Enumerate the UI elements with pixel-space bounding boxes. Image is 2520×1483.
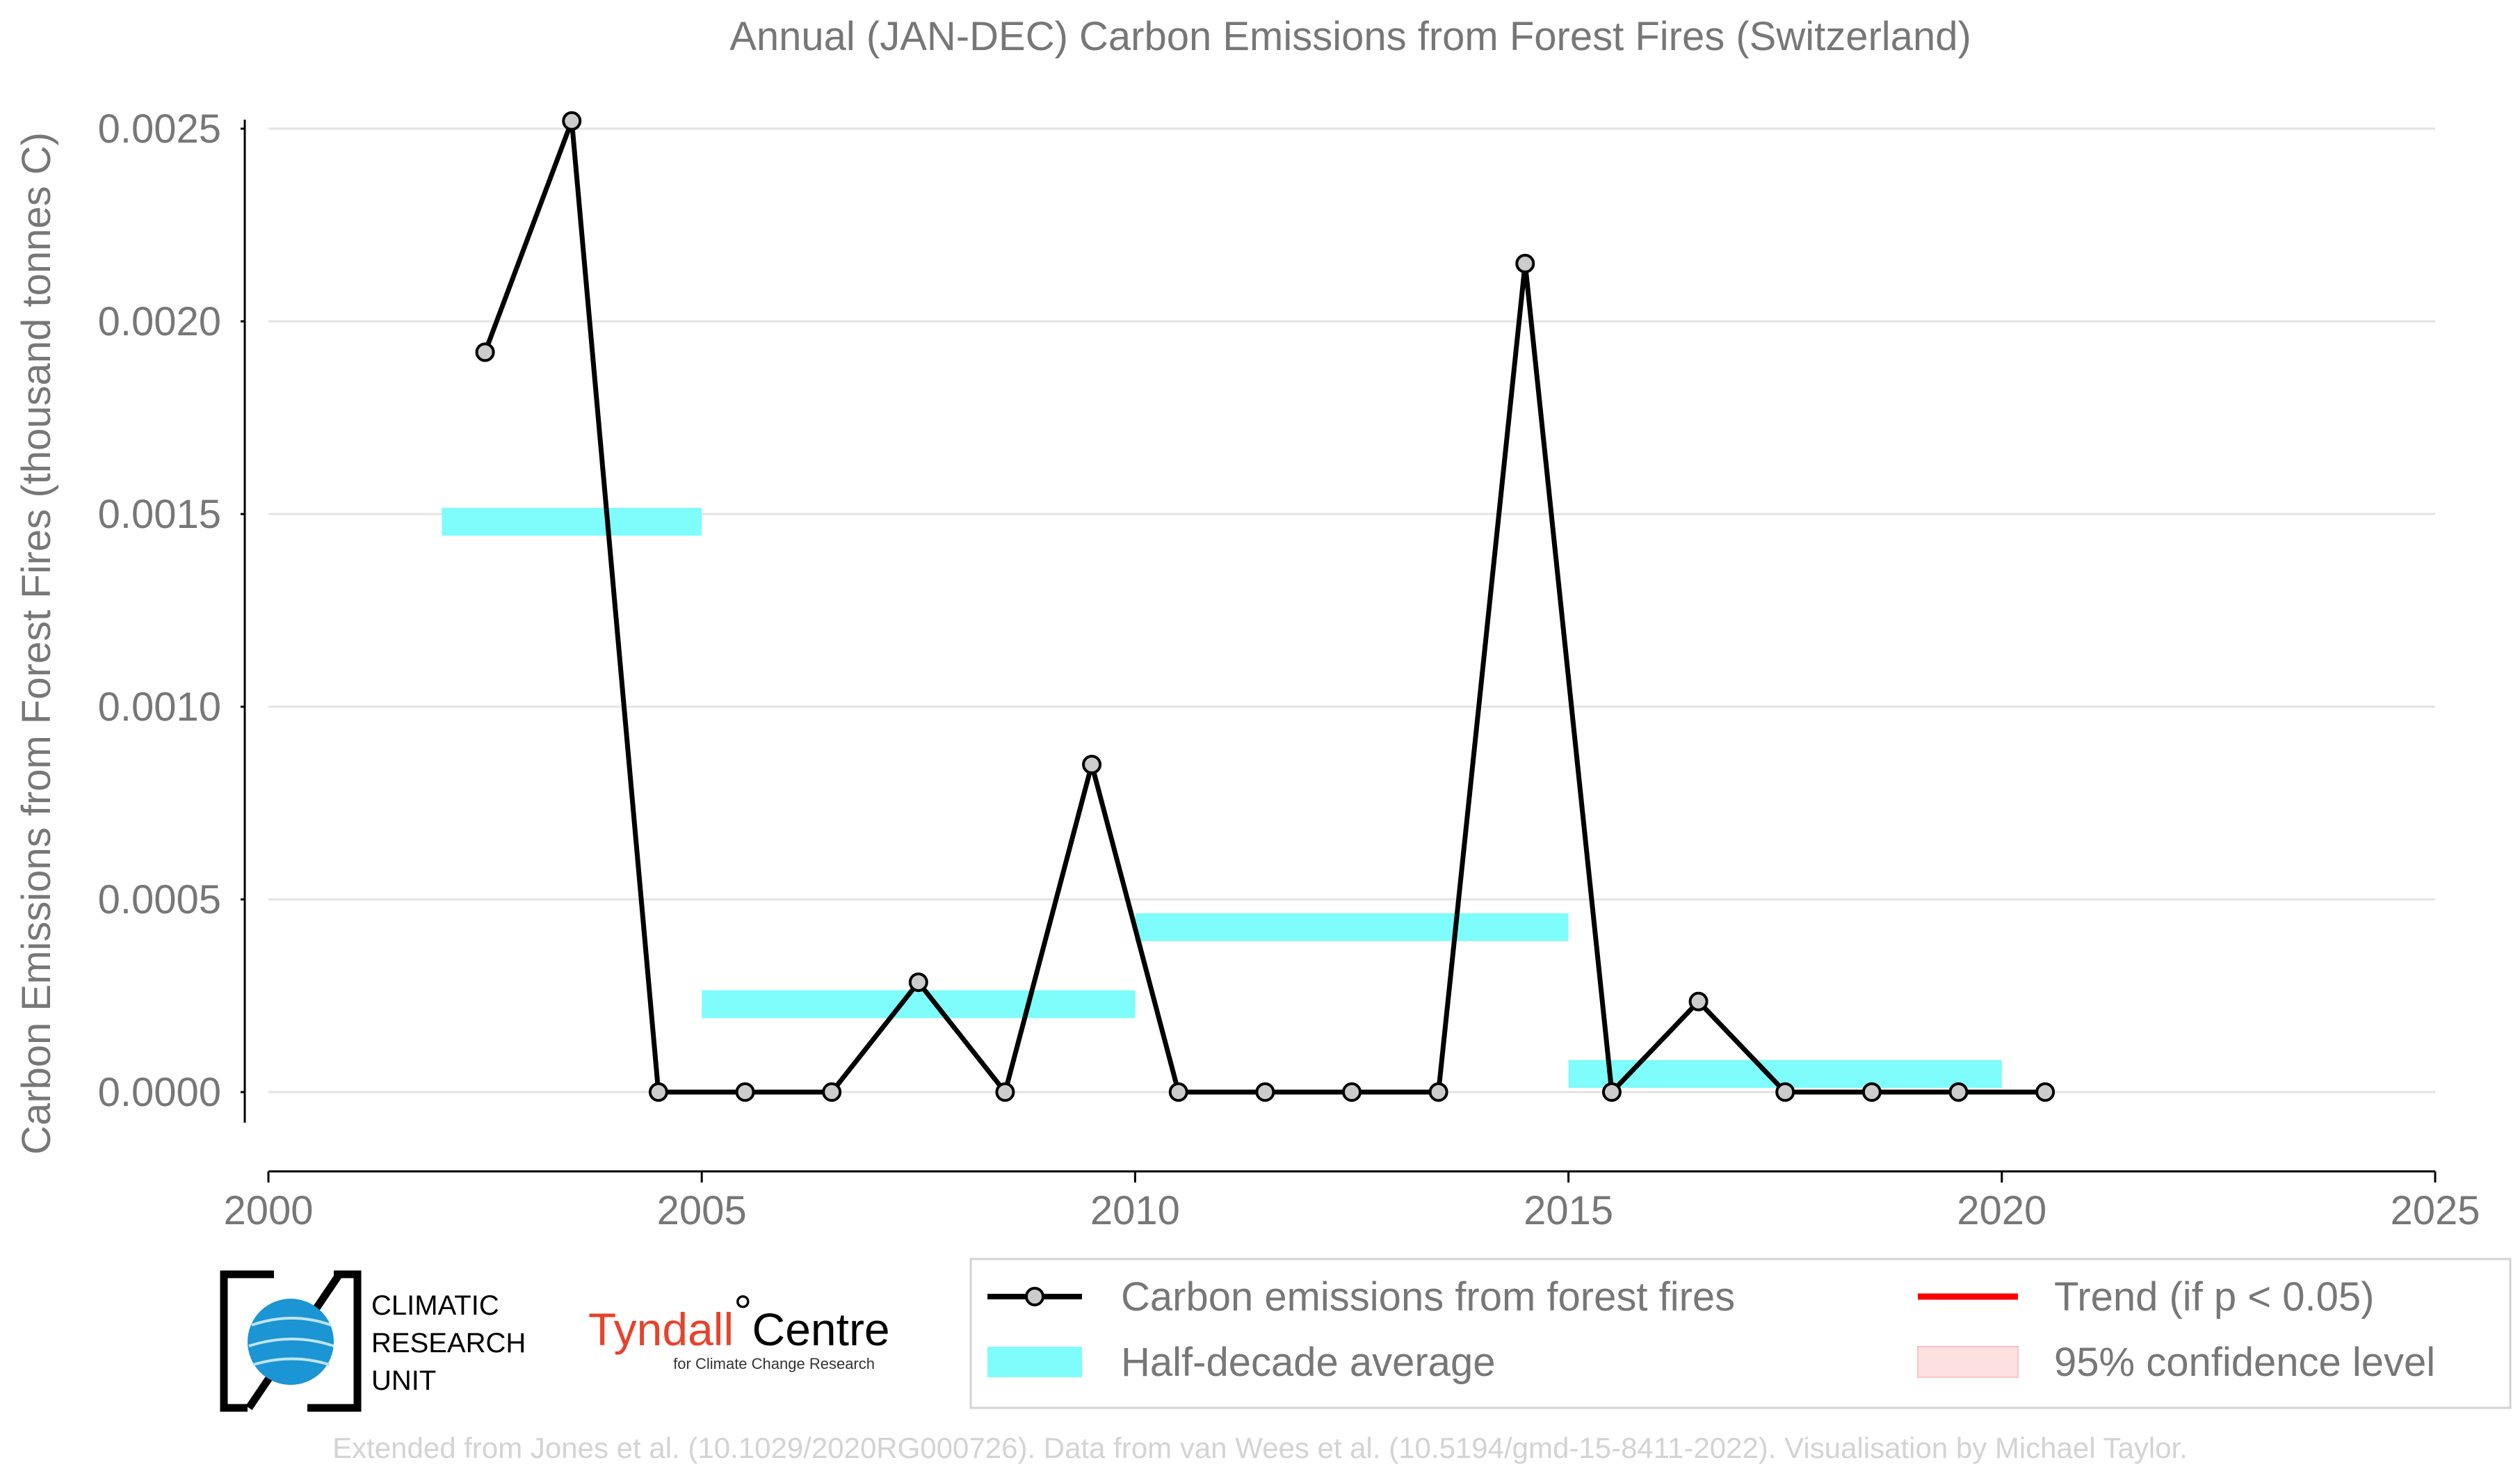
y-tick-labels: 0.0000 0.0005 0.0010 0.0015 0.0020 0.0025 <box>98 106 221 1115</box>
tyndall-name-b: Centre <box>752 1304 890 1355</box>
x-tick-labels: 2000 2005 2010 2015 2020 2025 <box>223 1188 2480 1233</box>
x-tick-label: 2005 <box>657 1188 747 1233</box>
data-point <box>735 1082 755 1102</box>
data-point <box>1082 755 1102 775</box>
legend: Carbon emissions from forest fires Trend… <box>969 1258 2512 1409</box>
axes <box>241 120 2437 1183</box>
data-point <box>1168 1082 1188 1102</box>
x-tick-label: 2010 <box>1090 1188 1180 1233</box>
data-point <box>1775 1082 1795 1102</box>
tyndall-name-a: Tyndall <box>588 1304 734 1355</box>
data-point <box>1861 1082 1882 1102</box>
data-point <box>995 1082 1015 1102</box>
y-tick-label: 0.0000 <box>98 1070 221 1115</box>
footer-credit: Extended from Jones et al. (10.1029/2020… <box>332 1432 2188 1464</box>
data-point <box>1688 991 1709 1011</box>
cru-logo-bracket-right <box>307 1270 362 1412</box>
data-point <box>2035 1082 2055 1102</box>
data-point <box>562 111 582 131</box>
legend-average-swatch <box>987 1347 1082 1377</box>
half-decade-averages <box>442 508 2002 1088</box>
data-point <box>1342 1082 1362 1102</box>
series-layer <box>475 111 2055 1102</box>
legend-box <box>969 1258 2512 1409</box>
legend-label-trend: Trend (if p < 0.05) <box>2054 1274 2374 1320</box>
cru-logo-line-3: UNIT <box>371 1365 436 1396</box>
tyndall-logo: Tyndall°Centre for Climate Change Resear… <box>588 1285 890 1372</box>
cru-logo: CLIMATIC RESEARCH UNIT <box>220 1270 526 1412</box>
y-tick-label: 0.0010 <box>98 684 221 730</box>
x-tick-label: 2020 <box>1957 1188 2046 1233</box>
half-decade-average-bar <box>442 508 702 536</box>
cru-logo-bracket-left <box>220 1270 274 1412</box>
cru-logo-line-1: CLIMATIC <box>371 1290 499 1321</box>
half-decade-average-bar <box>702 990 1136 1018</box>
series-line <box>483 118 2046 1095</box>
x-tick-label: 2000 <box>223 1188 313 1233</box>
tyndall-degree: ° <box>734 1285 752 1337</box>
y-axis-label: Carbon Emissions from Forest Fires (thou… <box>14 132 59 1155</box>
legend-confidence-swatch <box>1917 1346 2019 1378</box>
legend-label-average: Half-decade average <box>1121 1340 1495 1385</box>
y-tick-label: 0.0020 <box>98 299 221 344</box>
data-point <box>822 1082 842 1102</box>
data-point <box>1601 1082 1622 1102</box>
half-decade-average-bar <box>1135 913 1569 941</box>
data-point <box>1948 1082 1969 1102</box>
legend-label-confidence: 95% confidence level <box>2054 1340 2435 1385</box>
globe-icon-lines <box>248 1317 334 1366</box>
gridlines <box>268 127 2435 1093</box>
y-tick-label: 0.0015 <box>98 492 221 537</box>
data-point <box>1255 1082 1275 1102</box>
y-tick-label: 0.0005 <box>98 877 221 922</box>
data-point <box>908 972 928 993</box>
legend-marker-icon <box>1025 1287 1044 1306</box>
y-tick-label: 0.0025 <box>98 106 221 152</box>
cru-logo-line-2: RESEARCH <box>371 1328 526 1358</box>
data-point <box>648 1082 668 1102</box>
data-point <box>1428 1082 1448 1102</box>
data-point <box>475 342 495 362</box>
svg-text:Tyndall°Centre: Tyndall°Centre <box>588 1285 890 1355</box>
legend-label-emissions: Carbon emissions from forest fires <box>1121 1274 1735 1320</box>
data-point <box>1515 253 1535 273</box>
tyndall-subtitle: for Climate Change Research <box>673 1355 875 1372</box>
x-tick-label: 2015 <box>1524 1188 1613 1233</box>
chart-title: Annual (JAN-DEC) Carbon Emissions from F… <box>729 14 1971 59</box>
x-tick-label: 2025 <box>2390 1188 2480 1233</box>
